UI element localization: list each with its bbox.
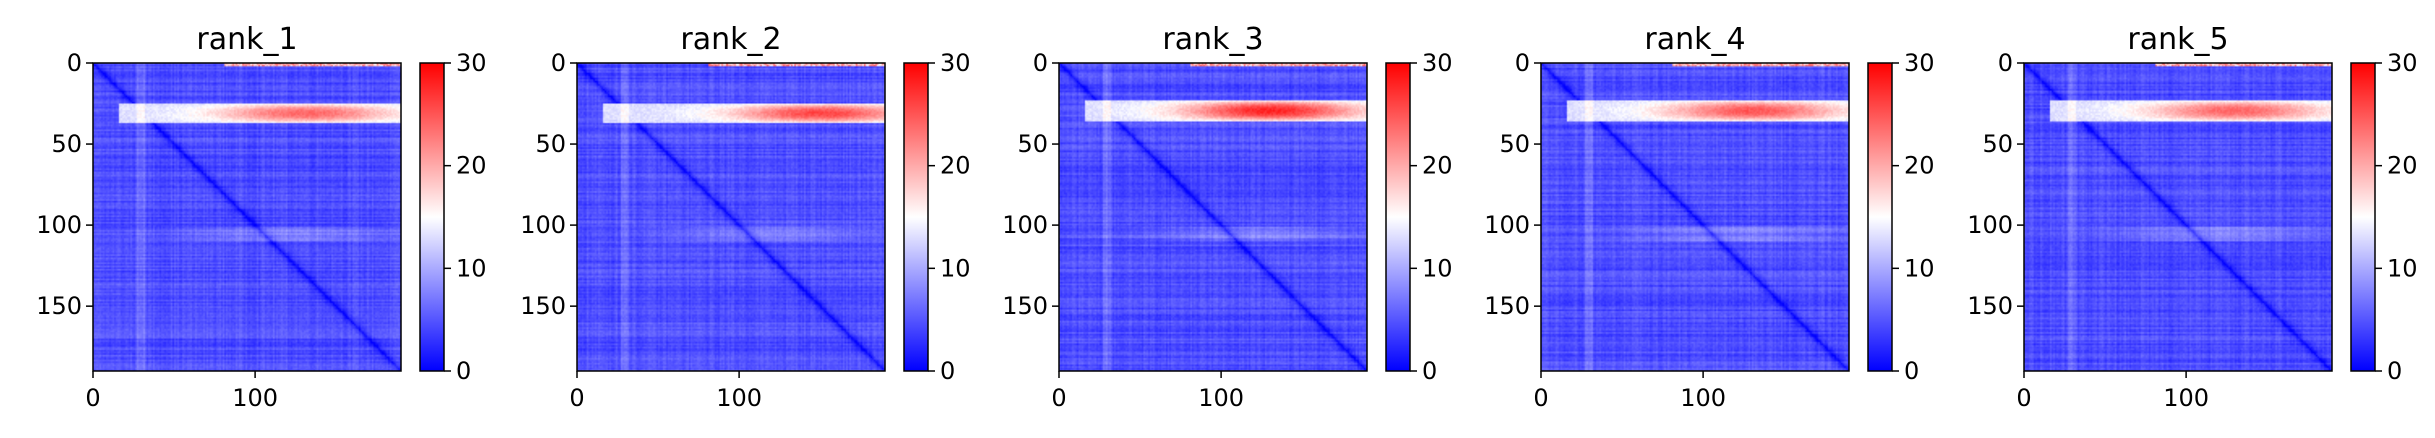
heatmap-image: [577, 63, 885, 371]
y-tick-label: 100: [36, 211, 82, 239]
panel-title: rank_5: [2127, 22, 2228, 57]
colorbar-tick-label: 20: [1904, 152, 1935, 180]
y-tick-label: 50: [1982, 130, 2013, 158]
y-tick-label: 0: [1515, 49, 1530, 77]
plot-frame: [92, 62, 402, 372]
y-tick-label: 150: [1002, 292, 1048, 320]
y-tick-label: 0: [1998, 49, 2013, 77]
panel-rank_1: rank_1 0 50 100 150 0 100 0 10 20 30: [36, 22, 486, 412]
colorbar: [904, 63, 928, 371]
colorbar-frame: [1385, 62, 1411, 372]
y-tick-label: 50: [535, 130, 566, 158]
colorbar-tick-label: 30: [940, 49, 971, 77]
heatmap-image: [1541, 63, 1849, 371]
y-tick-label: 150: [520, 292, 566, 320]
colorbar-tick-label: 0: [1904, 357, 1919, 385]
colorbar-tick-label: 10: [940, 254, 971, 282]
y-tick-label: 50: [1017, 130, 1048, 158]
panel-title: rank_4: [1644, 22, 1745, 57]
y-tick-label: 0: [1033, 49, 1048, 77]
colorbar: [1386, 63, 1410, 371]
x-tick-label: 100: [232, 384, 278, 412]
x-tick-label: 100: [1680, 384, 1726, 412]
x-tick-label: 0: [2016, 384, 2031, 412]
panel-rank_5: rank_5 0 50 100 150 0 100 0 10 20 30: [1967, 22, 2417, 412]
y-tick-label: 150: [1967, 292, 2013, 320]
plot-frame: [2023, 62, 2333, 372]
panel-title: rank_3: [1162, 22, 1263, 57]
y-tick-label: 150: [36, 292, 82, 320]
y-tick-label: 0: [67, 49, 82, 77]
x-tick-label: 0: [1533, 384, 1548, 412]
y-tick-label: 150: [1484, 292, 1530, 320]
panel-rank_2: rank_2 0 50 100 150 0 100 0 10 20 30: [520, 22, 970, 412]
y-tick-label: 50: [51, 130, 82, 158]
colorbar-tick-label: 30: [1904, 49, 1935, 77]
colorbar-tick-label: 30: [1422, 49, 1453, 77]
colorbar: [1868, 63, 1892, 371]
y-tick-label: 0: [551, 49, 566, 77]
y-tick-label: 100: [1484, 211, 1530, 239]
colorbar-tick-label: 10: [456, 254, 487, 282]
heatmap-image: [93, 63, 401, 371]
plot-frame: [1540, 62, 1850, 372]
heatmap-image: [2024, 63, 2332, 371]
colorbar-tick-label: 10: [2387, 254, 2418, 282]
colorbar-tick-label: 0: [940, 357, 955, 385]
colorbar-frame: [1867, 62, 1893, 372]
x-tick-label: 100: [716, 384, 762, 412]
x-tick-label: 100: [1198, 384, 1244, 412]
colorbar-tick-label: 0: [2387, 357, 2402, 385]
y-tick-label: 100: [520, 211, 566, 239]
colorbar-tick-label: 10: [1904, 254, 1935, 282]
colorbar-frame: [2350, 62, 2376, 372]
heatmap-image: [1059, 63, 1367, 371]
colorbar-tick-label: 20: [456, 152, 487, 180]
panel-rank_4: rank_4 0 50 100 150 0 100 0 10 20 30: [1484, 22, 1934, 412]
panel-title: rank_1: [196, 22, 297, 57]
panel-rank_3: rank_3 0 50 100 150 0 100 0 10 20 30: [1002, 22, 1452, 412]
x-tick-label: 100: [2163, 384, 2209, 412]
colorbar-tick-label: 0: [1422, 357, 1437, 385]
y-tick-label: 100: [1967, 211, 2013, 239]
colorbar: [420, 63, 444, 371]
panel-title: rank_2: [680, 22, 781, 57]
colorbar-tick-label: 0: [456, 357, 471, 385]
colorbar-tick-label: 20: [940, 152, 971, 180]
colorbar-tick-label: 10: [1422, 254, 1453, 282]
plot-frame: [576, 62, 886, 372]
y-tick-label: 100: [1002, 211, 1048, 239]
colorbar: [2351, 63, 2375, 371]
x-tick-label: 0: [1051, 384, 1066, 412]
colorbar-frame: [903, 62, 929, 372]
colorbar-tick-label: 20: [2387, 152, 2418, 180]
y-tick-label: 50: [1499, 130, 1530, 158]
colorbar-tick-label: 30: [456, 49, 487, 77]
colorbar-tick-label: 20: [1422, 152, 1453, 180]
plot-frame: [1058, 62, 1368, 372]
colorbar-frame: [419, 62, 445, 372]
colorbar-tick-label: 30: [2387, 49, 2418, 77]
x-tick-label: 0: [85, 384, 100, 412]
x-tick-label: 0: [569, 384, 584, 412]
